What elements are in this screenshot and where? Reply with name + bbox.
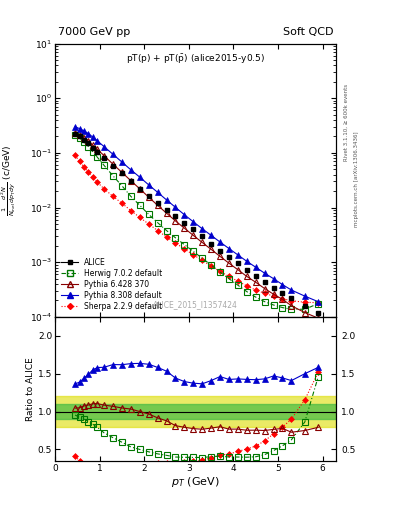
Text: ALICE_2015_I1357424: ALICE_2015_I1357424 xyxy=(153,300,238,309)
Text: mcplots.cern.ch [arXiv:1306.3436]: mcplots.cern.ch [arXiv:1306.3436] xyxy=(354,132,359,227)
Y-axis label: Ratio to ALICE: Ratio to ALICE xyxy=(26,357,35,421)
Text: 7000 GeV pp: 7000 GeV pp xyxy=(58,27,130,37)
Text: pT(p) + pT($\bar{\rm p}$) (alice2015-y0.5): pT(p) + pT($\bar{\rm p}$) (alice2015-y0.… xyxy=(126,52,265,65)
Text: Rivet 3.1.10, ≥ 600k events: Rivet 3.1.10, ≥ 600k events xyxy=(344,84,349,161)
Y-axis label: $\frac{1}{N_{\rm inel}}\frac{d^2N}{dp_{\rm T}dy}$ (c/GeV): $\frac{1}{N_{\rm inel}}\frac{d^2N}{dp_{\… xyxy=(0,144,18,216)
Text: Soft QCD: Soft QCD xyxy=(283,27,333,37)
Legend: ALICE, Herwig 7.0.2 default, Pythia 6.428 370, Pythia 8.308 default, Sherpa 2.2.: ALICE, Herwig 7.0.2 default, Pythia 6.42… xyxy=(59,256,165,313)
X-axis label: $p_T$ (GeV): $p_T$ (GeV) xyxy=(171,475,220,489)
